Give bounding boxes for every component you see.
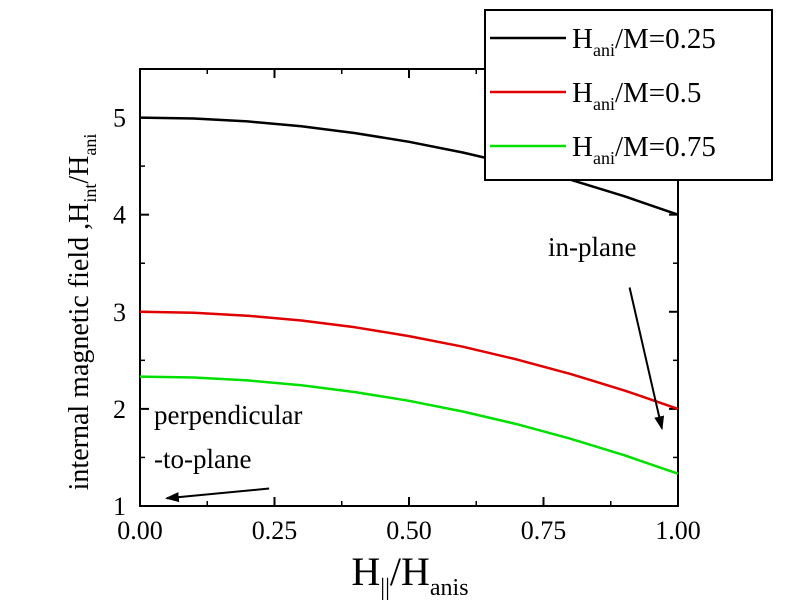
y-tick-label: 4 bbox=[113, 201, 126, 230]
y-tick-label: 1 bbox=[113, 492, 126, 521]
legend: Hani/M=0.25 Hani/M=0.5 Hani/M=0.75 bbox=[484, 9, 773, 181]
series-group bbox=[139, 116, 679, 475]
x-axis-title: H||/Hanis bbox=[351, 549, 468, 601]
axis-titles: H||/Hanis internal magnetic field ,Hint/H… bbox=[64, 134, 469, 601]
series-line-1 bbox=[139, 116, 679, 216]
x-tick-label: 0.50 bbox=[386, 516, 432, 545]
y-axis-title: internal magnetic field ,Hint/Hani bbox=[64, 134, 100, 491]
y-tick-label: 3 bbox=[113, 298, 126, 327]
annotation-to-plane: -to-plane bbox=[154, 444, 251, 474]
annotations: in-plane perpendicular -to-plane bbox=[154, 232, 665, 503]
y-tick-label: 5 bbox=[113, 104, 126, 133]
y-tick-label: 2 bbox=[113, 395, 126, 424]
x-tick-label: 0.75 bbox=[521, 516, 567, 545]
arrow-in-plane bbox=[628, 287, 665, 431]
y-axis-title-group: internal magnetic field ,Hint/Hani bbox=[64, 134, 100, 491]
legend-label-2: Hani/M=0.5 bbox=[572, 77, 701, 114]
series-line-3 bbox=[139, 375, 679, 475]
x-tick-label: 0.00 bbox=[117, 516, 163, 545]
x-tick-label: 1.00 bbox=[655, 516, 701, 545]
legend-label-3: Hani/M=0.75 bbox=[572, 131, 716, 168]
legend-label-1: Hani/M=0.25 bbox=[572, 23, 716, 60]
x-tick-label: 0.25 bbox=[252, 516, 298, 545]
annotation-in-plane: in-plane bbox=[548, 232, 636, 262]
annotation-perpendicular: perpendicular bbox=[154, 400, 302, 430]
arrow-perpendicular bbox=[164, 487, 270, 503]
series-line-2 bbox=[139, 310, 679, 411]
